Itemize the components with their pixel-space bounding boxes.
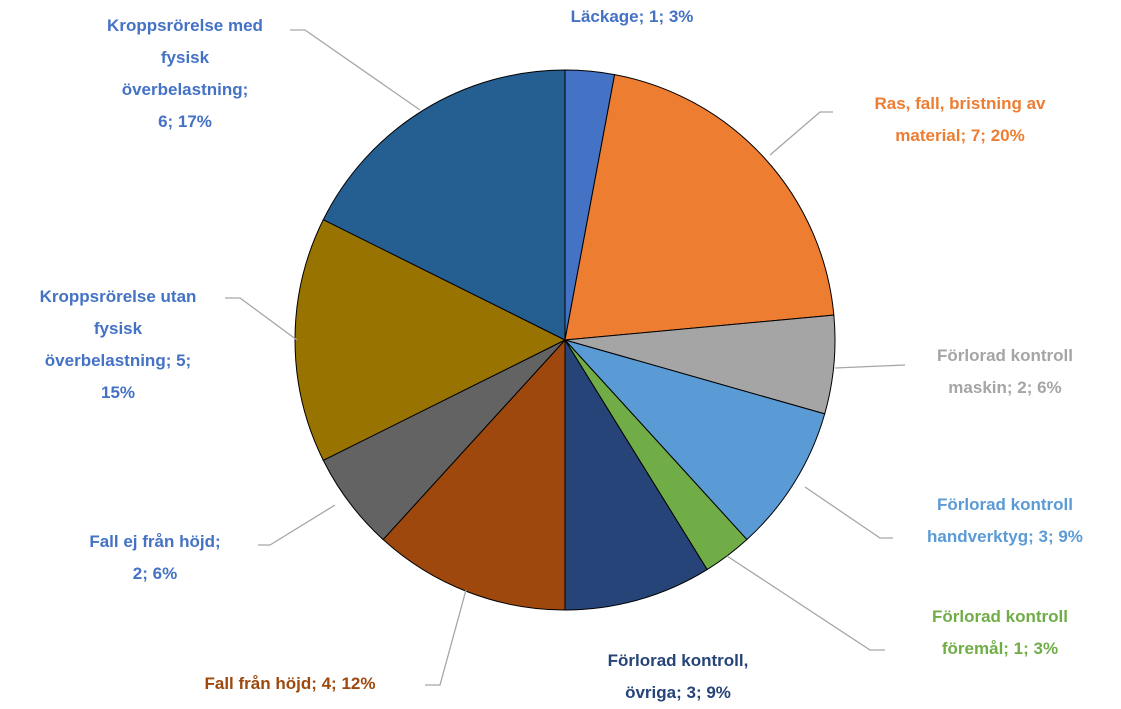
data-label-line: föremål; 1; 3%: [942, 639, 1058, 658]
data-label-line: fysisk: [161, 48, 210, 67]
data-label-line: Fall ej från höjd;: [89, 532, 220, 551]
data-label: Förlorad kontroll maskin; 2; 6%: [937, 346, 1073, 397]
data-label: Fall ej från höjd; 2; 6%: [89, 532, 220, 583]
data-label-line: maskin; 2; 6%: [948, 378, 1061, 397]
data-label-line: Förlorad kontroll,: [608, 651, 749, 670]
data-label: Kroppsrörelse med fysisk överbelastning; 6;…: [107, 16, 263, 131]
pie-slice: [294, 218, 567, 462]
data-label-line: handverktyg; 3; 9%: [927, 527, 1083, 546]
data-label-line: Kroppsrörelse utan: [40, 287, 197, 306]
leader-line: [834, 364, 906, 369]
data-label: Kroppsrörelse utan fysisk överbelastning; …: [40, 287, 197, 402]
data-label-line: Kroppsrörelse med: [107, 16, 263, 35]
leader-line: [804, 486, 893, 539]
data-label-line: Ras, fall, bristning av: [875, 94, 1047, 113]
leader-line: [726, 555, 885, 651]
leader-line: [425, 589, 467, 686]
data-label-line: Läckage; 1; 3%: [571, 7, 694, 26]
data-label: Ras, fall, bristning av material; 7; 20%: [875, 94, 1047, 145]
data-label-line: fysisk: [94, 319, 143, 338]
data-label-line: överbelastning;: [122, 80, 249, 99]
pie-slice: [322, 69, 566, 341]
data-label-line: Förlorad kontroll: [937, 495, 1073, 514]
pie-slice: [563, 339, 826, 541]
data-label: Läckage; 1; 3%: [571, 7, 694, 26]
pie-slice: [564, 338, 708, 611]
leader-line: [225, 297, 298, 341]
data-label-line: 2; 6%: [133, 564, 177, 583]
data-label-line: material; 7; 20%: [895, 126, 1024, 145]
leader-line: [290, 29, 421, 111]
data-label: Förlorad kontroll handverktyg; 3; 9%: [927, 495, 1083, 546]
data-label: Förlorad kontroll föremål; 1; 3%: [932, 607, 1068, 658]
leader-line: [769, 111, 833, 156]
data-label-line: Förlorad kontroll: [937, 346, 1073, 365]
data-label-line: Förlorad kontroll: [932, 607, 1068, 626]
data-label: Fall från höjd; 4; 12%: [205, 674, 376, 693]
data-label: Förlorad kontroll, övriga; 3; 9%: [608, 651, 749, 702]
data-label-line: Fall från höjd; 4; 12%: [205, 674, 376, 693]
pie-slice: [382, 338, 566, 611]
data-label-line: övriga; 3; 9%: [625, 683, 731, 702]
data-label-line: 6; 17%: [158, 112, 212, 131]
data-label-line: överbelastning; 5;: [45, 351, 191, 370]
pie-slice: [564, 74, 835, 341]
leader-line: [258, 504, 336, 546]
data-label-line: 15%: [101, 383, 135, 402]
